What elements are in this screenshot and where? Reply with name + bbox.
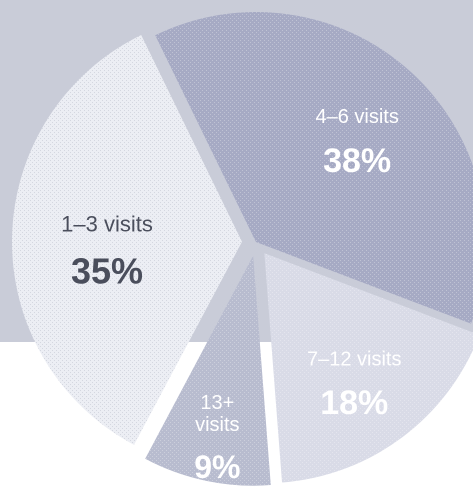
slice-label-group-7-12-visits: 7–12 visits 18% xyxy=(307,348,402,422)
slice-texture-13-plus-visits xyxy=(145,255,271,486)
pie-slice-7-12-visits xyxy=(264,253,473,483)
slice-label-13-plus-visits-line-2: visits xyxy=(195,414,239,436)
slice-label-group-1-3-visits: 1–3 visits 35% xyxy=(61,211,153,291)
slice-texture-7-12-visits xyxy=(264,253,473,483)
slice-texture-1-3-visits xyxy=(12,35,243,445)
slice-value-13-plus-visits: 9% xyxy=(194,449,240,485)
slice-label-group-4-6-visits: 4–6 visits 38% xyxy=(315,106,398,180)
slice-value-4-6-visits: 38% xyxy=(323,142,391,180)
slice-label-7-12-visits: 7–12 visits xyxy=(307,348,402,370)
slice-label-4-6-visits: 4–6 visits xyxy=(315,106,398,128)
slice-label-group-13-plus-visits: 13+visits 9% xyxy=(194,392,240,485)
pie-slices xyxy=(12,12,473,486)
slice-value-7-12-visits: 18% xyxy=(320,384,388,422)
slice-label-13-plus-visits-line-1: 13+ xyxy=(200,392,234,414)
pie-slice-1-3-visits xyxy=(12,35,243,445)
slice-label-1-3-visits: 1–3 visits xyxy=(61,211,153,236)
slice-value-1-3-visits: 35% xyxy=(71,251,143,292)
pie-labels: 4–6 visits 38% 7–12 visits 18% 13+visits 9% 1–… xyxy=(61,106,401,485)
slice-texture-4-6-visits xyxy=(155,12,473,324)
pie-slice-4-6-visits xyxy=(155,12,473,324)
pie-slice-13-plus-visits xyxy=(145,255,271,486)
